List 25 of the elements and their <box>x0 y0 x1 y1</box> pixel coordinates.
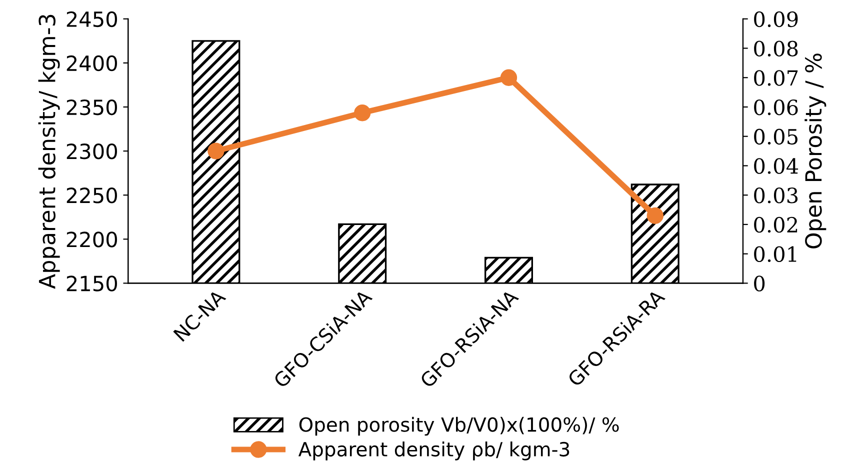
y-tick-label: 2300 <box>66 143 117 160</box>
y2-tick-label: 0.08 <box>754 40 798 56</box>
y-tick-label: 2200 <box>66 232 117 248</box>
point <box>500 69 518 86</box>
y-tick-label: 2350 <box>66 99 117 116</box>
point <box>646 207 664 224</box>
y2-tick-label: 0 <box>754 276 765 292</box>
y-tick-label: 2400 <box>66 55 117 72</box>
y2-tick-label: 0.02 <box>754 216 798 233</box>
y-tick-label: 2450 <box>66 11 117 28</box>
y-tick-label: 2150 <box>66 276 117 292</box>
point <box>354 104 371 122</box>
legend-label: Apparent density ρb/ kgm-3 <box>298 442 570 460</box>
legend-label: Open porosity Vb/V0)x(100%)/ % <box>299 416 619 436</box>
y2-tick-label: 0.07 <box>754 70 798 86</box>
y2-tick-label: 0.04 <box>754 158 798 174</box>
y2-axis-title: Open Porosity / % <box>804 54 826 248</box>
y2-tick-label: 0.03 <box>754 188 798 204</box>
point <box>208 142 224 160</box>
y-axis-title: Apparent density/ kgm-3 <box>38 14 60 289</box>
y2-tick-label: 0.09 <box>754 11 798 28</box>
y2-tick-label: 0.06 <box>754 99 798 116</box>
y-tick-label: 2250 <box>66 188 117 204</box>
y2-tick-label: 0.05 <box>754 128 798 145</box>
y2-tick-label: 0.01 <box>754 246 796 262</box>
